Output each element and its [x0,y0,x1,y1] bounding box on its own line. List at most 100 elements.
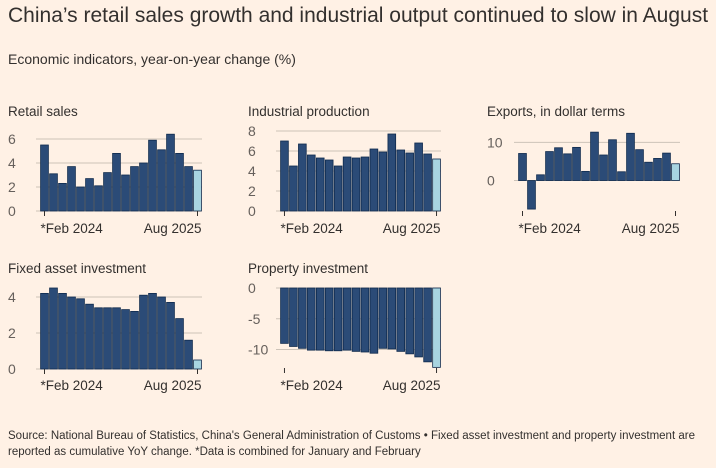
bar [94,307,103,370]
bar [387,133,397,212]
bar [76,186,85,212]
x-label-start: *Feb 2024 [280,221,343,236]
y-tick-label: 6 [8,131,16,147]
y-tick-label: 8 [248,123,256,139]
panel-title: Exports, in dollar terms [487,104,625,119]
bar [280,140,289,212]
x-label-end: Aug 2025 [144,378,202,393]
source-note: Source: National Bureau of Statistics, C… [8,430,695,458]
bar [175,318,184,370]
y-tick-label: 4 [8,289,16,305]
bar [423,287,432,363]
bar [671,163,680,181]
bar [360,287,370,353]
bar [324,287,334,352]
bar [103,307,112,370]
bar [378,287,388,349]
x-label-start: *Feb 2024 [519,221,582,236]
bar [662,152,671,181]
x-label-end: Aug 2025 [622,221,680,236]
bar [369,287,379,354]
bar [653,158,662,181]
bar [608,139,617,181]
bar [157,296,166,370]
y-tick-label: -10 [248,342,268,358]
bar [333,287,343,352]
bar [626,132,635,181]
bar [333,165,343,212]
x-label-start: *Feb 2024 [41,221,104,236]
bar [378,151,388,212]
bar [166,301,175,370]
bar [351,287,361,352]
bar [315,287,325,351]
panel-title: Fixed asset investment [8,261,146,276]
bar [396,287,406,352]
bar [193,359,202,370]
bar [307,154,316,212]
bar [166,133,175,212]
y-tick-label: 0 [8,203,16,219]
bar [112,307,121,370]
bar [175,152,184,212]
bar [193,169,202,212]
y-tick-label: 4 [248,163,256,179]
bar [40,292,49,370]
bar [387,287,397,350]
bar [40,144,49,212]
bar [148,292,157,370]
y-tick-label: 6 [248,143,256,159]
y-tick-label: -5 [248,311,261,327]
bar [184,166,193,212]
x-label-start: *Feb 2024 [280,378,343,393]
bar [49,287,58,370]
bar [644,161,653,181]
bar [581,170,590,181]
bar [139,162,148,212]
bar [58,292,67,370]
y-tick-label: 0 [248,280,256,296]
y-tick-label: 2 [8,325,16,341]
bar [360,156,370,212]
x-label-end: Aug 2025 [383,378,441,393]
bar [342,287,352,351]
bar [369,148,379,212]
bar [67,296,76,370]
bar [307,287,316,351]
bar [139,294,148,370]
x-label-end: Aug 2025 [383,221,441,236]
bar [351,157,361,212]
bar [432,158,441,212]
bar [289,165,298,212]
bar [58,182,67,212]
bar [414,287,423,358]
x-label-end: Aug 2025 [144,221,202,236]
panel-title: Property investment [248,261,368,276]
bar [599,154,608,181]
bar [635,149,644,181]
bar [148,139,157,212]
bar [85,303,94,370]
bar [324,159,334,212]
bar [315,157,325,212]
bar [617,171,626,181]
y-tick-label: 10 [487,134,503,150]
y-tick-label: 0 [248,203,256,219]
y-tick-label: 2 [8,179,16,195]
bar [121,174,130,212]
y-tick-label: 0 [8,361,16,377]
bar [423,153,432,212]
bar [527,180,536,210]
bar [121,309,130,370]
bar [432,287,441,368]
y-tick-label: 4 [8,155,16,171]
bar [563,153,572,181]
bar [298,287,307,349]
bar [94,185,103,212]
bar [405,287,414,355]
x-label-start: *Feb 2024 [41,378,104,393]
bar [112,152,121,212]
bar [76,298,85,370]
chart-subtitle: Economic indicators, year-on-year change… [8,51,296,67]
panel-title: Industrial production [248,104,370,119]
